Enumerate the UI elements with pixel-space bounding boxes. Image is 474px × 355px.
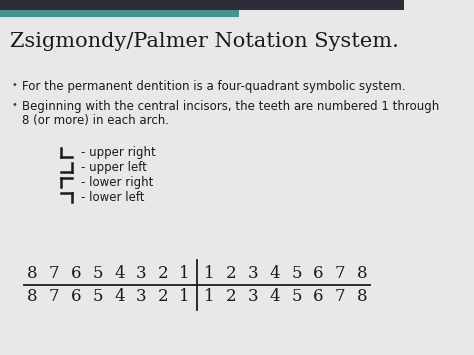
Text: 1: 1 <box>179 288 190 305</box>
Text: 4: 4 <box>114 288 125 305</box>
Text: - upper right: - upper right <box>81 146 156 159</box>
Text: 2: 2 <box>157 288 168 305</box>
Text: 1: 1 <box>179 265 190 282</box>
Text: 7: 7 <box>49 265 59 282</box>
Bar <box>0 0 404 10</box>
Text: 4: 4 <box>270 288 280 305</box>
Text: 6: 6 <box>71 288 81 305</box>
Text: 3: 3 <box>248 265 258 282</box>
Text: 6: 6 <box>71 265 81 282</box>
Text: 5: 5 <box>92 265 103 282</box>
Text: 2: 2 <box>226 288 237 305</box>
Text: 3: 3 <box>136 288 146 305</box>
Text: 4: 4 <box>270 265 280 282</box>
Text: 7: 7 <box>335 288 346 305</box>
Text: 2: 2 <box>226 265 237 282</box>
Text: 1: 1 <box>204 265 215 282</box>
Text: 8: 8 <box>356 265 367 282</box>
Text: Zsigmondy/Palmer Notation System.: Zsigmondy/Palmer Notation System. <box>10 32 399 51</box>
Text: 8 (or more) in each arch.: 8 (or more) in each arch. <box>22 114 169 127</box>
Text: 5: 5 <box>292 288 302 305</box>
Text: 6: 6 <box>313 265 324 282</box>
Text: •: • <box>12 80 18 90</box>
Text: - lower left: - lower left <box>81 191 145 204</box>
Text: 3: 3 <box>136 265 146 282</box>
Text: - lower right: - lower right <box>81 176 153 189</box>
Text: 5: 5 <box>92 288 103 305</box>
Bar <box>0 10 238 18</box>
Text: 4: 4 <box>114 265 125 282</box>
Text: 6: 6 <box>313 288 324 305</box>
Text: - upper left: - upper left <box>81 161 147 174</box>
Text: •: • <box>12 100 18 110</box>
Text: 2: 2 <box>157 265 168 282</box>
Text: 7: 7 <box>335 265 346 282</box>
Bar <box>0 17 238 18</box>
Text: 5: 5 <box>292 265 302 282</box>
Text: 8: 8 <box>27 265 38 282</box>
Text: 8: 8 <box>356 288 367 305</box>
Text: For the permanent dentition is a four-quadrant symbolic system.: For the permanent dentition is a four-qu… <box>22 80 406 93</box>
Text: 7: 7 <box>49 288 59 305</box>
Text: 3: 3 <box>248 288 258 305</box>
Text: Beginning with the central incisors, the teeth are numbered 1 through: Beginning with the central incisors, the… <box>22 100 439 113</box>
Text: 1: 1 <box>204 288 215 305</box>
Text: 8: 8 <box>27 288 38 305</box>
